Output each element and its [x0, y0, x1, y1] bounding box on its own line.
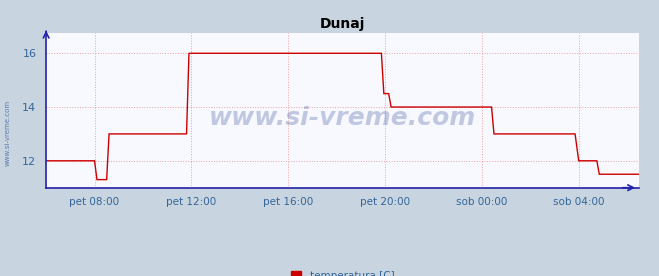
Title: Dunaj: Dunaj	[320, 17, 365, 31]
Text: www.si-vreme.com: www.si-vreme.com	[209, 106, 476, 130]
Text: www.si-vreme.com: www.si-vreme.com	[5, 99, 11, 166]
Legend: temperatura [C], sneg [cm]: temperatura [C], sneg [cm]	[291, 271, 395, 276]
